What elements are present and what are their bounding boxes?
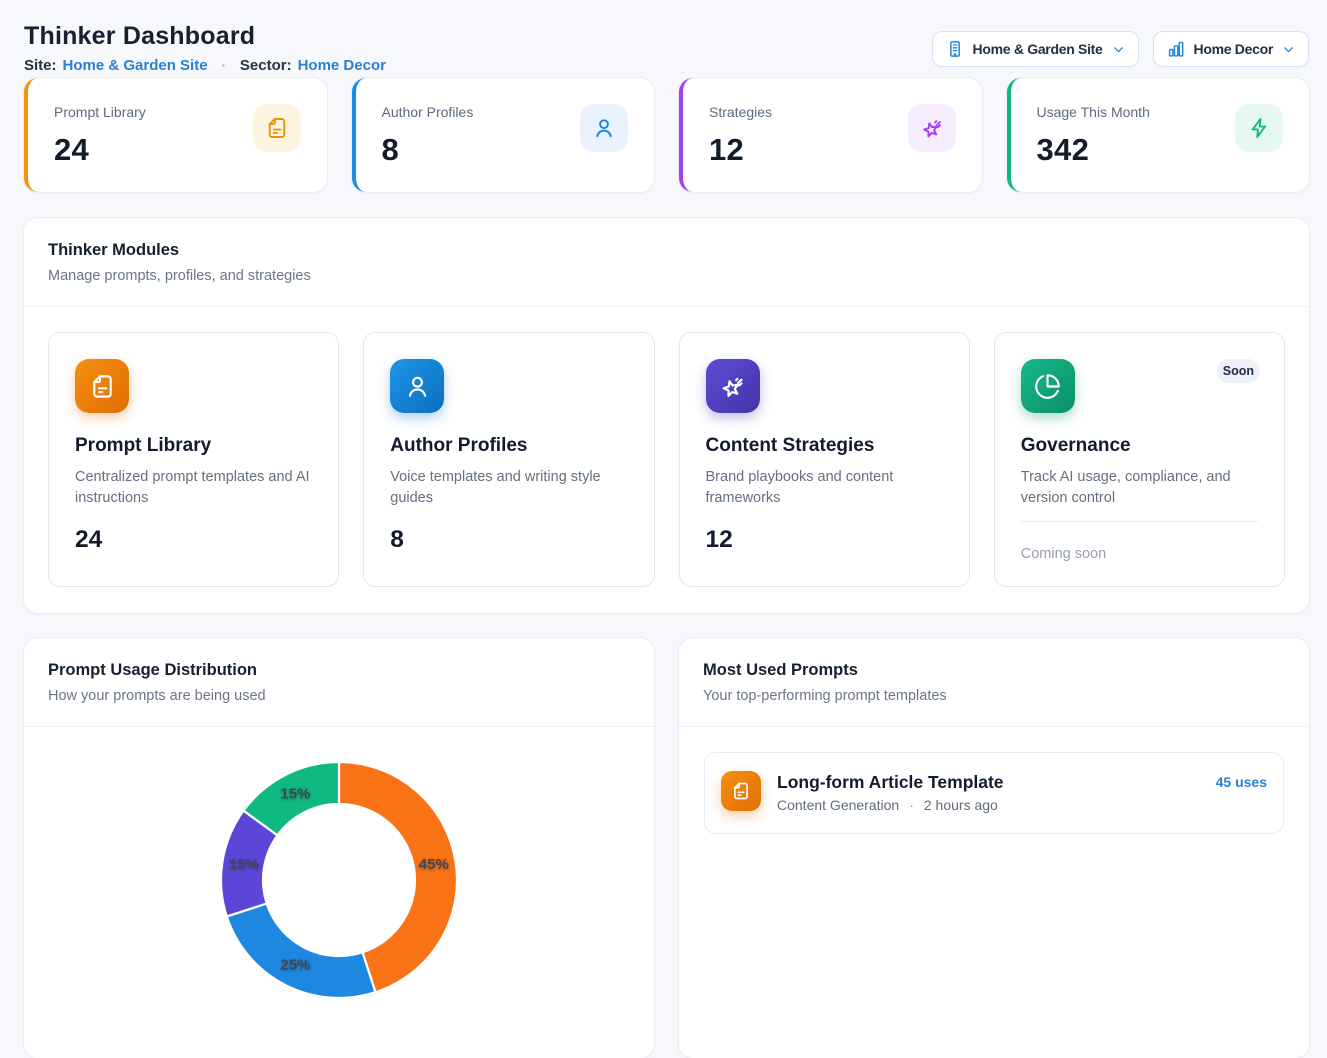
- stat-card-strategies: Strategies 12: [679, 78, 982, 192]
- dashboard-page: Thinker Dashboard Site: Home & Garden Si…: [24, 0, 1309, 1058]
- usage-header: Prompt Usage Distribution How your promp…: [24, 638, 654, 727]
- file-text-icon: [92, 374, 112, 398]
- module-count: 24: [75, 526, 103, 553]
- prompt-item-iconbox: [721, 771, 761, 811]
- donut-percent-label: 45%: [419, 856, 449, 873]
- module-card-prompt-library[interactable]: Prompt Library Centralized prompt templa…: [48, 332, 340, 587]
- stat-card-usage: Usage This Month 342: [1006, 78, 1309, 192]
- soon-badge: Soon: [1216, 359, 1260, 383]
- module-card-author-profiles[interactable]: Author Profiles Voice templates and writ…: [363, 332, 655, 587]
- modules-subtitle: Manage prompts, profiles, and strategies: [48, 268, 311, 284]
- modules-title: Thinker Modules: [48, 241, 180, 259]
- prompt-item-time: 2 hours ago: [923, 797, 998, 813]
- sector-label: Sector:: [239, 57, 292, 74]
- stat-value: 342: [1036, 132, 1090, 167]
- stat-value: 8: [381, 132, 400, 167]
- prompt-item-meta: Content Generation · 2 hours ago: [777, 796, 1004, 815]
- module-description: Track AI usage, compliance, and version …: [1020, 469, 1231, 506]
- stat-label: Prompt Library: [54, 104, 146, 120]
- sector-link[interactable]: Home Decor: [297, 57, 386, 74]
- site-dropdown[interactable]: Home & Garden Site: [931, 31, 1139, 67]
- separator-dot: ·: [221, 58, 226, 73]
- module-title: Prompt Library: [75, 435, 212, 456]
- usage-subtitle: How your prompts are being used: [48, 688, 266, 704]
- prompt-list-item[interactable]: Long-form Article Template Content Gener…: [704, 752, 1284, 834]
- prompt-item-title: Long-form Article Template: [777, 772, 1004, 792]
- coming-soon-text: Coming soon: [1020, 546, 1107, 562]
- modules-header: Thinker Modules Manage prompts, profiles…: [24, 218, 1309, 307]
- module-description: Brand playbooks and content frameworks: [705, 469, 894, 506]
- module-iconbox: [705, 359, 760, 413]
- file-text-icon: [268, 118, 285, 138]
- most-used-prompts-card: Most Used Prompts Your top-performing pr…: [679, 638, 1309, 1058]
- sector-dropdown-label: Home Decor: [1193, 41, 1274, 57]
- breadcrumb: Site: Home & Garden Site · Sector: Home …: [24, 56, 1309, 76]
- most-used-subtitle: Your top-performing prompt templates: [703, 688, 947, 704]
- module-card-content-strategies[interactable]: Content Strategies Brand playbooks and c…: [678, 332, 970, 587]
- header-actions: Home & Garden Site Home Decor: [931, 31, 1309, 67]
- module-title: Governance: [1020, 435, 1131, 456]
- stat-value: 12: [709, 132, 745, 167]
- chevron-down-icon: [1284, 46, 1293, 52]
- module-card-governance[interactable]: Soon Governance Track AI usage, complian…: [993, 332, 1285, 587]
- site-dropdown-label: Home & Garden Site: [972, 41, 1103, 57]
- page-title: Thinker Dashboard: [24, 22, 256, 50]
- module-count: 8: [390, 526, 404, 553]
- pie-chart-icon: [1035, 373, 1061, 399]
- stat-iconbox: [907, 104, 956, 152]
- user-icon: [408, 376, 426, 397]
- zap-icon: [1251, 118, 1267, 138]
- module-iconbox: [390, 359, 445, 413]
- stat-iconbox: [1235, 104, 1283, 152]
- stat-card-prompt-library: Prompt Library 24: [24, 78, 327, 192]
- stat-iconbox: [252, 104, 301, 152]
- user-icon: [596, 119, 612, 138]
- stat-label: Usage This Month: [1036, 104, 1150, 120]
- stat-iconbox: [580, 104, 628, 152]
- usage-title: Prompt Usage Distribution: [48, 661, 258, 679]
- module-title: Author Profiles: [390, 435, 528, 456]
- donut-chart: 45% 25% 15% 15%: [24, 727, 654, 1058]
- stat-value: 24: [54, 132, 90, 167]
- building-icon: [949, 40, 960, 58]
- donut-percent-label: 15%: [229, 856, 259, 873]
- prompt-item-uses: 45 uses: [1215, 774, 1267, 790]
- module-iconbox: [1020, 359, 1075, 413]
- divider: [1020, 521, 1258, 522]
- modules-grid: Prompt Library Centralized prompt templa…: [24, 307, 1309, 613]
- module-title: Content Strategies: [705, 435, 875, 456]
- donut-percent-label: 25%: [280, 957, 310, 974]
- blue-segment: [225, 902, 377, 1000]
- bottom-row: Prompt Usage Distribution How your promp…: [24, 638, 1309, 1058]
- stat-label: Strategies: [709, 104, 773, 120]
- star-burst-icon: [722, 377, 743, 397]
- sector-dropdown[interactable]: Home Decor: [1152, 31, 1309, 67]
- module-description: Voice templates and writing style guides: [390, 469, 601, 506]
- site-label: Site:: [24, 57, 57, 74]
- file-text-icon: [734, 782, 748, 800]
- prompt-item-category: Content Generation: [777, 797, 900, 813]
- green-segment: [242, 760, 341, 837]
- module-count: 12: [705, 526, 733, 553]
- stat-card-author-profiles: Author Profiles 8: [351, 78, 654, 192]
- donut-percent-label: 15%: [280, 786, 310, 803]
- site-link[interactable]: Home & Garden Site: [62, 57, 208, 74]
- bar-chart-icon: [1168, 41, 1183, 57]
- star-burst-icon: [922, 120, 941, 138]
- stats-row: Prompt Library 24 Author Profiles 8 Stra…: [24, 78, 1309, 192]
- module-description: Centralized prompt templates and AI inst…: [75, 469, 310, 506]
- separator-dot: ·: [909, 797, 914, 813]
- prompt-usage-card: Prompt Usage Distribution How your promp…: [24, 638, 654, 1058]
- most-used-title: Most Used Prompts: [703, 661, 858, 679]
- stat-label: Author Profiles: [381, 104, 474, 120]
- thinker-modules-panel: Thinker Modules Manage prompts, profiles…: [24, 218, 1309, 613]
- chevron-down-icon: [1113, 46, 1123, 52]
- most-used-header: Most Used Prompts Your top-performing pr…: [679, 638, 1309, 727]
- module-iconbox: [75, 359, 129, 413]
- donut-chart-svg: 45% 25% 15% 15%: [219, 760, 459, 1000]
